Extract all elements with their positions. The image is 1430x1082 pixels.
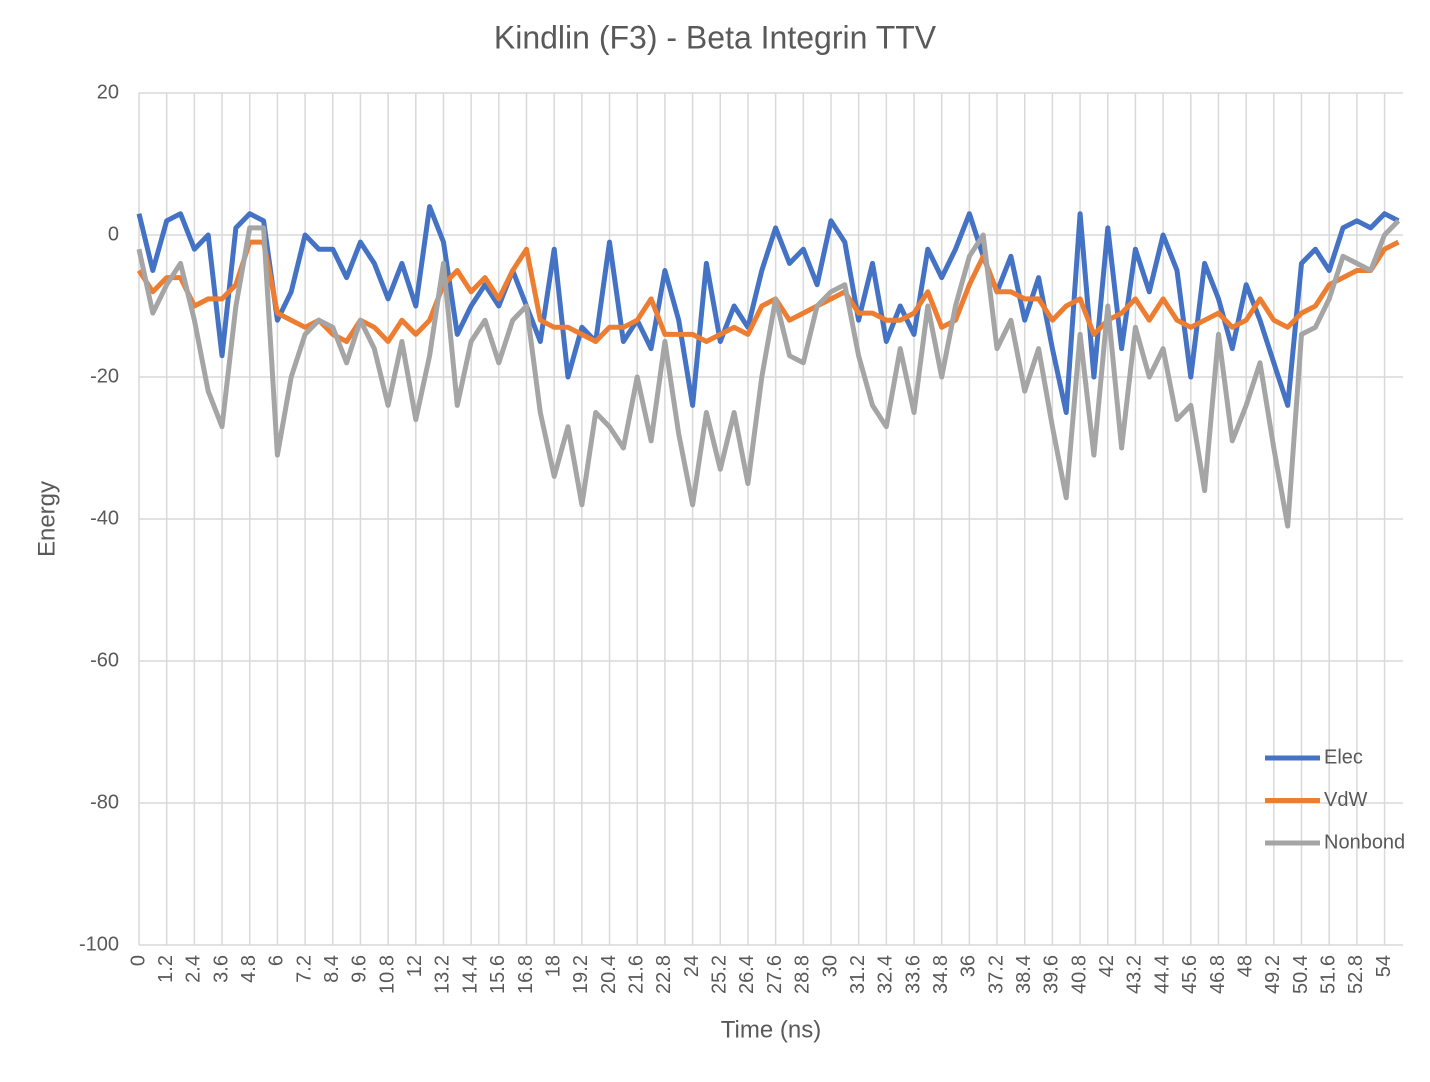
legend-label: Nonbond [1324, 831, 1405, 853]
x-tick-label: 36 [958, 955, 980, 977]
x-tick-label: 15.6 [487, 955, 509, 994]
x-tick-label: 6 [266, 955, 288, 966]
y-tick-label: -80 [90, 791, 119, 813]
x-tick-label: 48 [1234, 955, 1256, 977]
y-axis-title: Energy [33, 481, 60, 557]
x-tick-label: 22.8 [653, 955, 675, 994]
x-tick-label: 51.6 [1317, 955, 1339, 994]
x-tick-label: 4.8 [238, 955, 260, 983]
x-tick-label: 27.6 [764, 955, 786, 994]
x-tick-label: 20.4 [598, 955, 620, 994]
series-line [136, 219, 1401, 529]
y-tick-label: -60 [90, 649, 119, 671]
x-tick-label: 10.8 [376, 955, 398, 994]
x-tick-label: 1.2 [155, 955, 177, 983]
y-tick-label: -40 [90, 507, 119, 529]
x-tick-label: 46.8 [1207, 955, 1229, 994]
x-tick-label: 34.8 [930, 955, 952, 994]
x-tick-label: 49.2 [1262, 955, 1284, 994]
y-tick-label: 0 [108, 223, 119, 245]
x-tick-label: 31.2 [847, 955, 869, 994]
x-tick-label: 9.6 [349, 955, 371, 983]
x-tick-label: 14.4 [459, 955, 481, 994]
x-tick-label: 38.4 [1013, 955, 1035, 994]
x-tick-label: 40.8 [1068, 955, 1090, 994]
x-tick-label: 44.4 [1151, 955, 1173, 994]
x-tick-label: 33.6 [902, 955, 924, 994]
legend-label: VdW [1324, 789, 1367, 811]
x-tick-label: 52.8 [1345, 955, 1367, 994]
x-tick-label: 50.4 [1290, 955, 1312, 994]
x-tick-label: 25.2 [709, 955, 731, 994]
y-tick-label: -100 [79, 933, 119, 955]
x-tick-label: 7.2 [293, 955, 315, 983]
x-tick-label: 54 [1373, 955, 1395, 977]
y-tick-label: 20 [97, 81, 119, 103]
legend-label: Elec [1324, 746, 1363, 768]
series-line [136, 204, 1400, 415]
x-tick-label: 28.8 [792, 955, 814, 994]
x-tick-label: 37.2 [985, 955, 1007, 994]
x-tick-label: 0 [127, 955, 149, 966]
chart-title: Kindlin (F3) - Beta Integrin TTV [494, 19, 937, 55]
x-tick-label: 43.2 [1124, 955, 1146, 994]
x-tick-label: 16.8 [515, 955, 537, 994]
x-axis-title: Time (ns) [721, 1016, 821, 1043]
x-tick-label: 30 [819, 955, 841, 977]
x-tick-label: 18 [542, 955, 564, 977]
x-tick-label: 19.2 [570, 955, 592, 994]
x-tick-label: 13.2 [432, 955, 454, 994]
series-line [136, 239, 1400, 344]
x-tick-label: 45.6 [1179, 955, 1201, 994]
x-tick-label: 12 [404, 955, 426, 977]
x-tick-label: 42 [1096, 955, 1118, 977]
y-tick-label: -20 [90, 365, 119, 387]
x-tick-label: 21.6 [626, 955, 648, 994]
x-tick-label: 26.4 [736, 955, 758, 994]
x-tick-label: 32.4 [875, 955, 897, 994]
x-tick-label: 39.6 [1041, 955, 1063, 994]
x-tick-label: 24 [681, 955, 703, 977]
x-tick-label: 2.4 [183, 955, 205, 983]
x-tick-label: 3.6 [210, 955, 232, 983]
x-tick-label: 8.4 [321, 955, 343, 983]
